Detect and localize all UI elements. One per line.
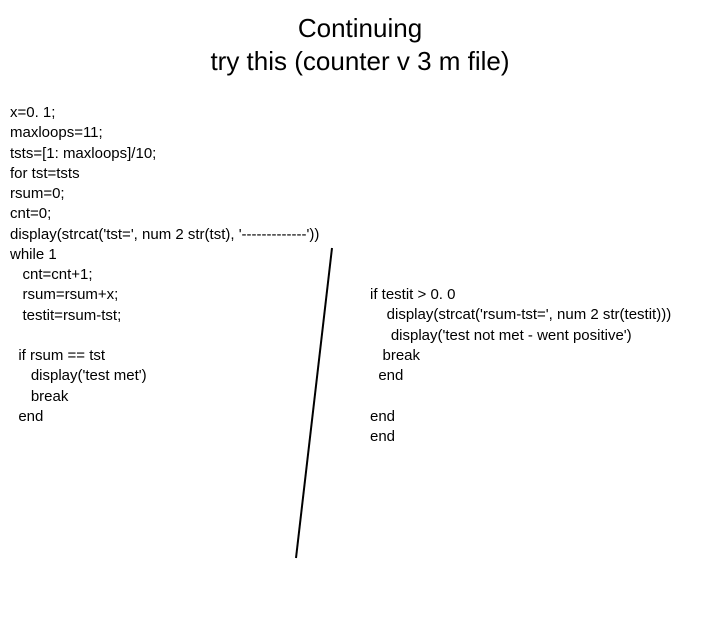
title-line-1: Continuing [0, 12, 720, 45]
slide-title-block: Continuing try this (counter v 3 m file) [0, 0, 720, 85]
code-area: x=0. 1; maxloops=11; tsts=[1: maxloops]/… [0, 85, 720, 103]
code-left-column: x=0. 1; maxloops=11; tsts=[1: maxloops]/… [10, 103, 319, 427]
code-right-column: if testit > 0. 0 display(strcat('rsum-ts… [370, 285, 671, 447]
title-line-2: try this (counter v 3 m file) [0, 45, 720, 78]
